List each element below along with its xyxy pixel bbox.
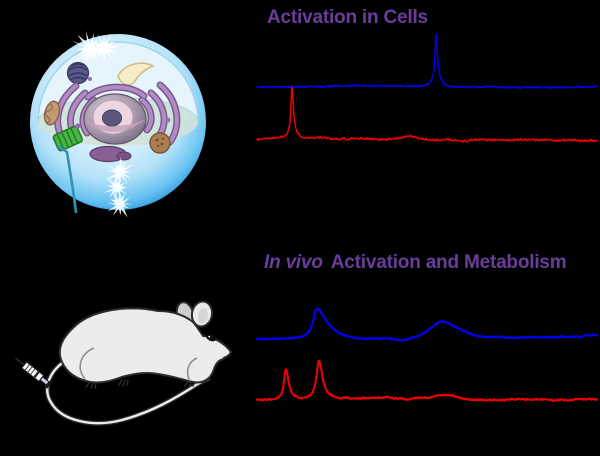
lysosome bbox=[89, 145, 132, 163]
trace-invivo-red bbox=[255, 359, 599, 403]
nucleolus bbox=[102, 109, 122, 127]
invivo-title-rest: Activation and Metabolism bbox=[330, 252, 567, 273]
mouse-illustration bbox=[14, 300, 232, 426]
syringe-plunger-cap bbox=[44, 379, 53, 389]
chromatin-ball bbox=[66, 61, 90, 85]
fluff-spike-cluster bbox=[71, 30, 109, 64]
trace-invivo-blue bbox=[255, 307, 599, 342]
vesicle bbox=[88, 77, 92, 81]
vesicle bbox=[165, 117, 171, 123]
flagellum-bottom bbox=[103, 157, 135, 218]
fluff-spike-cluster bbox=[107, 189, 133, 218]
fluff-spike-cluster bbox=[91, 33, 120, 63]
mouse-toes bbox=[85, 379, 195, 389]
syringe bbox=[14, 357, 53, 389]
invivo-panel-title: In vivo Activation and Metabolism bbox=[264, 252, 567, 274]
mouse-ear-inner bbox=[197, 308, 209, 324]
fluff-spike-cluster bbox=[105, 157, 135, 187]
syringe-stopper bbox=[33, 370, 40, 379]
mouse-eye bbox=[206, 334, 216, 342]
flagellum-top bbox=[71, 30, 120, 64]
mitochondrion-right bbox=[149, 132, 171, 154]
cells-panel-title: Activation in Cells bbox=[267, 7, 428, 28]
trace-cells-blue bbox=[256, 33, 598, 90]
nucleus bbox=[83, 93, 147, 145]
fluff-spike-cluster bbox=[103, 173, 127, 201]
syringe-needle bbox=[14, 357, 25, 366]
mitochondrion-left bbox=[43, 100, 61, 126]
syringe-graduations bbox=[24, 363, 36, 376]
mouse-foreleg-crease bbox=[186, 357, 198, 382]
mouse-hindleg-crease bbox=[79, 347, 95, 380]
cell-illustration bbox=[30, 30, 206, 218]
centriole bbox=[52, 125, 83, 152]
microtubule bbox=[57, 145, 78, 214]
trace-cells-red bbox=[256, 86, 598, 143]
invivo-title-italic: In vivo bbox=[264, 252, 323, 273]
vesicle bbox=[75, 123, 81, 129]
